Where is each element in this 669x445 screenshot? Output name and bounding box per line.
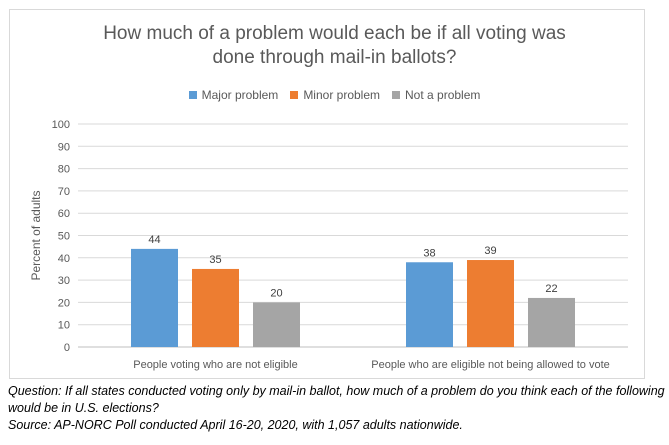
legend-item-not: Not a problem — [392, 87, 480, 103]
x-category-label: People voting who are not eligible — [133, 359, 298, 371]
bar — [131, 248, 178, 347]
legend-label-minor: Minor problem — [303, 88, 381, 102]
bar — [467, 260, 514, 347]
x-category-label: People who are eligible not being allowe… — [371, 359, 610, 371]
bar — [192, 268, 239, 347]
y-tick-label: 90 — [58, 141, 70, 153]
data-label: 39 — [484, 245, 496, 257]
bar-chart-plot: 0 10 20 30 40 50 60 70 80 90 100 Percent of adults 4… — [29, 119, 628, 371]
y-tick-label: 70 — [58, 186, 70, 198]
legend-label-not: Not a problem — [405, 88, 481, 102]
y-tick-label: 60 — [58, 208, 70, 220]
caption-source: Source: AP-NORC Poll conducted April 16-… — [8, 418, 463, 432]
legend-label-major: Major problem — [201, 88, 279, 102]
chart-caption: Question: If all states conducted voting… — [8, 383, 666, 434]
data-label: 35 — [209, 254, 221, 266]
bar — [253, 302, 300, 347]
legend-swatch-major — [188, 91, 197, 99]
y-tick-label: 50 — [58, 231, 70, 243]
caption-question: Question: If all states conducted voting… — [8, 384, 665, 415]
legend-item-minor: Minor problem — [290, 87, 380, 103]
legend-item-major: Major problem — [188, 87, 279, 103]
legend-swatch-minor — [290, 91, 299, 99]
data-label: 22 — [545, 283, 557, 295]
bar — [528, 297, 575, 347]
data-label: 44 — [148, 234, 160, 246]
y-axis-title: Percent of adults — [29, 190, 43, 280]
chart-title: How much of a problem would each be if a… — [103, 23, 566, 68]
y-tick-label: 80 — [58, 164, 70, 176]
y-tick-label: 100 — [52, 119, 70, 131]
data-label: 20 — [270, 287, 282, 299]
y-tick-label: 10 — [58, 320, 70, 332]
y-tick-label: 0 — [64, 342, 70, 354]
data-label: 38 — [423, 247, 435, 259]
y-tick-label: 30 — [58, 275, 70, 287]
legend-swatch-not — [392, 91, 401, 99]
chart-legend: Major problem Minor problem Not a proble… — [0, 87, 669, 103]
y-tick-label: 20 — [58, 297, 70, 309]
bar — [406, 262, 453, 347]
y-tick-label: 40 — [58, 253, 70, 265]
